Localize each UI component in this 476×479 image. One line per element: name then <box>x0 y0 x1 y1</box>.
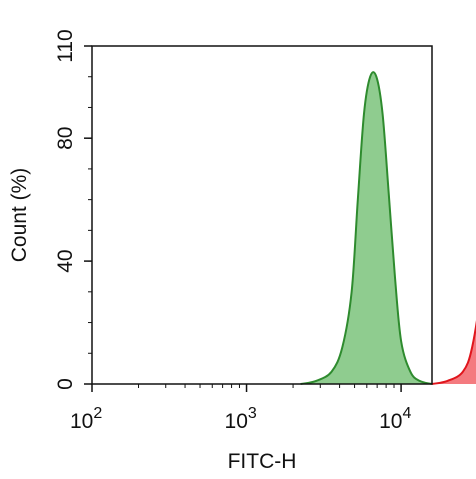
ticks-layer <box>84 45 402 392</box>
series-0-line <box>300 71 433 385</box>
y-axis-title: Count (%) <box>8 168 31 263</box>
x-tick-label: 102 <box>70 405 102 433</box>
y-tick-label: 0 <box>54 378 77 390</box>
y-tick-label: 80 <box>54 127 77 150</box>
labels-layer: 102103104105106107.204080110 <box>54 29 411 433</box>
series-layer <box>300 71 476 385</box>
series-1-line <box>431 319 476 385</box>
x-axis-title: FITC-H <box>228 450 297 473</box>
y-tick-label: 40 <box>54 249 77 272</box>
x-tick-label: 103 <box>225 405 257 433</box>
series-0-area <box>300 72 432 385</box>
plot-frame <box>91 45 433 385</box>
series-1-area <box>432 326 476 384</box>
y-tick-label: 110 <box>54 29 77 62</box>
x-tick-label: 104 <box>379 405 411 433</box>
